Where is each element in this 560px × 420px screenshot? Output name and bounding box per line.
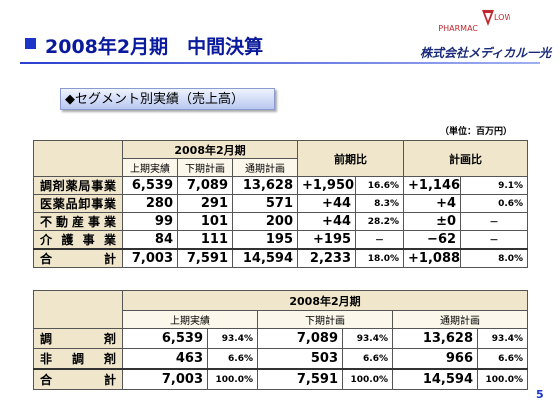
page-number: 5 — [536, 388, 544, 401]
subheader-cell: 通期計画 — [391, 310, 529, 329]
segment-table: 2008年2月期 前期比 計画比 上期実績 下期計画 通期計画 調剤薬局事業 6,539 7,0… — [33, 140, 529, 268]
cell: 6,539 — [122, 176, 178, 195]
cell — [33, 140, 123, 177]
cell: － — [460, 230, 529, 250]
cell: −62 — [403, 230, 462, 250]
cell: － — [460, 212, 529, 231]
data-row: 合計 7,003 7,591 14,594 2,233 18.0% +1,088 8.0% — [33, 248, 529, 268]
cell: 100.0% — [476, 368, 529, 390]
cell: 7,089 — [177, 176, 233, 195]
subheader-cell: 下期計画 — [177, 158, 233, 177]
data-row: 介護事業 84 111 195 +195 － −62 － — [33, 230, 529, 250]
cell: ±0 — [403, 212, 462, 231]
cell: +44 — [297, 194, 357, 213]
cell: 291 — [177, 194, 233, 213]
subheader-cell: 上期実績 — [122, 158, 178, 177]
cell: 7,003 — [122, 368, 208, 390]
subheader-cell: 下期計画 — [257, 310, 393, 329]
cell: 6,539 — [122, 328, 208, 349]
cell: 8.3% — [355, 194, 405, 213]
cell: 571 — [231, 194, 299, 213]
cell: 8.0% — [460, 248, 529, 268]
title: 2008年2月期 中間決算 — [45, 36, 264, 58]
cell: +195 — [297, 230, 357, 250]
cell: +1,146 — [403, 176, 462, 195]
cell: 84 — [122, 230, 178, 250]
logo-text: LOWER — [494, 13, 510, 22]
cell: 医薬品卸事業 — [33, 194, 123, 213]
header-cell: 2008年2月期 — [121, 290, 529, 311]
cell: 7,089 — [257, 328, 343, 349]
header-row: 2008年2月期 — [33, 290, 529, 329]
bullet — [25, 38, 36, 49]
cell: 9.1% — [460, 176, 529, 195]
cell: +44 — [297, 212, 357, 231]
cell: 100.0% — [342, 368, 393, 390]
cell: 101 — [177, 212, 233, 231]
cell: 93.4% — [207, 328, 258, 349]
cell: 7,003 — [122, 248, 178, 268]
data-row: 医薬品卸事業 280 291 571 +44 8.3% +4 0.6% — [33, 194, 529, 213]
section-heading: ◆セグメント別実績（売上高） — [60, 88, 275, 110]
cell: 13,628 — [392, 328, 478, 349]
cell: 280 — [122, 194, 178, 213]
cell: +1,950 — [297, 176, 357, 195]
subheader-cell: 上期実績 — [122, 310, 258, 329]
cell: 不動産事業 — [33, 212, 123, 231]
cell: 14,594 — [231, 248, 299, 268]
subheader-cell: 通期計画 — [231, 158, 299, 177]
cell: 6.6% — [207, 348, 258, 370]
cell: 調剤薬局事業 — [33, 176, 123, 195]
cell: 調剤 — [33, 328, 123, 349]
cell: 非調剤 — [33, 348, 123, 370]
cell: 966 — [392, 348, 478, 370]
cell: 2,233 — [297, 248, 357, 268]
cell: 100.0% — [207, 368, 258, 390]
rule — [20, 62, 540, 64]
data-row: 調剤薬局事業 6,539 7,089 13,628 +1,950 16.6% +1,146 9… — [33, 176, 529, 195]
company: 株式会社メディカル一光 — [420, 46, 552, 60]
header-cell: 2008年2月期 — [121, 140, 299, 159]
cell: 13,628 — [231, 176, 299, 195]
header-row: 2008年2月期 前期比 計画比 — [33, 140, 529, 177]
cell: +4 — [403, 194, 462, 213]
data-row: 不動産事業 99 101 200 +44 28.2% ±0 － — [33, 212, 529, 231]
cell: 93.4% — [476, 328, 529, 349]
data-row: 合計 7,003 100.0% 7,591 100.0% 14,594 100.0% — [33, 368, 529, 390]
cell: 介護事業 — [33, 230, 123, 250]
cell: 463 — [122, 348, 208, 370]
data-row: 調剤 6,539 93.4% 7,089 93.4% 13,628 93.4% — [33, 328, 529, 349]
cell: － — [355, 230, 405, 250]
cell: 6.6% — [476, 348, 529, 370]
cell: 合計 — [33, 368, 123, 390]
cell: 6.6% — [342, 348, 393, 370]
cell: +1,088 — [403, 248, 462, 268]
cell: 28.2% — [355, 212, 405, 231]
cell — [33, 290, 123, 329]
cell: 93.4% — [342, 328, 393, 349]
cell: 合計 — [33, 248, 123, 268]
cell: 200 — [231, 212, 299, 231]
cell: 14,594 — [392, 368, 478, 390]
logo-text: PHARMAC — [438, 24, 478, 33]
cell: 18.0% — [355, 248, 405, 268]
data-row: 非調剤 463 6.6% 503 6.6% 966 6.6% — [33, 348, 529, 370]
cell: 16.6% — [355, 176, 405, 195]
cell: 111 — [177, 230, 233, 250]
logo: PHARMAC LOWER — [438, 10, 510, 33]
cell: 0.6% — [460, 194, 529, 213]
header-cell: 計画比 — [403, 140, 529, 177]
composition-table: 2008年2月期 上期実績 下期計画 通期計画 調剤 6,539 93.4% 7,089 93.… — [33, 290, 529, 390]
cell: 99 — [122, 212, 178, 231]
header-cell: 前期比 — [297, 140, 405, 177]
unit: （単位：百万円） — [440, 127, 513, 137]
cell: 503 — [257, 348, 343, 370]
cell: 7,591 — [257, 368, 343, 390]
cell: 195 — [231, 230, 299, 250]
cell: 7,591 — [177, 248, 233, 268]
